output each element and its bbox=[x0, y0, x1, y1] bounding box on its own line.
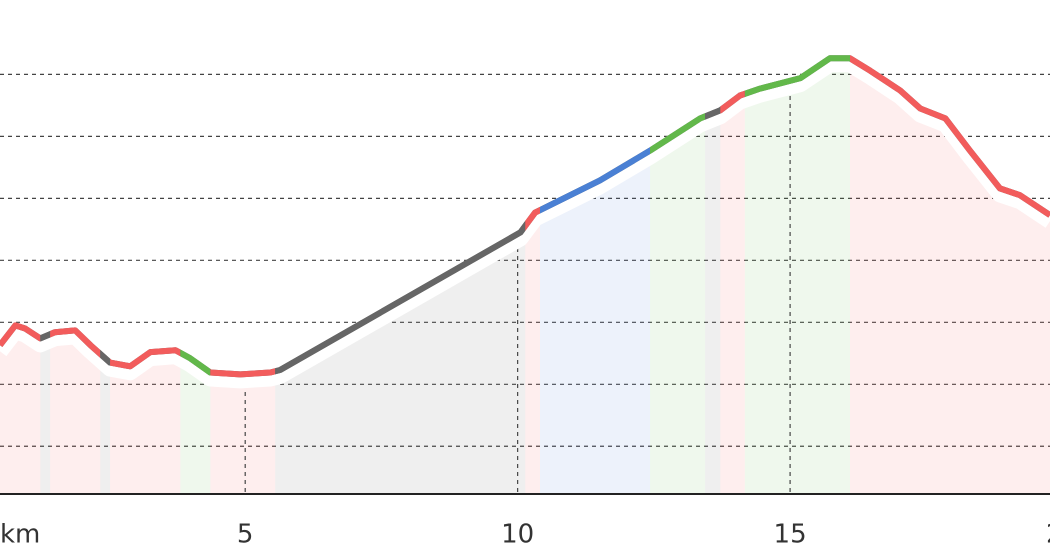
x-axis-label: km bbox=[0, 520, 40, 550]
x-tick-label: 15 bbox=[774, 520, 807, 550]
x-tick-label: 20 bbox=[1046, 520, 1050, 550]
x-tick-label: 5 bbox=[237, 520, 254, 550]
x-tick-label: 10 bbox=[501, 520, 534, 550]
segment-line bbox=[539, 147, 651, 214]
segment-line bbox=[850, 55, 1050, 218]
segment-area bbox=[705, 58, 721, 494]
segment-area bbox=[744, 58, 851, 494]
profile-halo bbox=[0, 56, 1050, 389]
segment-line bbox=[50, 327, 101, 358]
segment-area bbox=[720, 58, 745, 494]
segment-shading bbox=[0, 58, 1050, 494]
